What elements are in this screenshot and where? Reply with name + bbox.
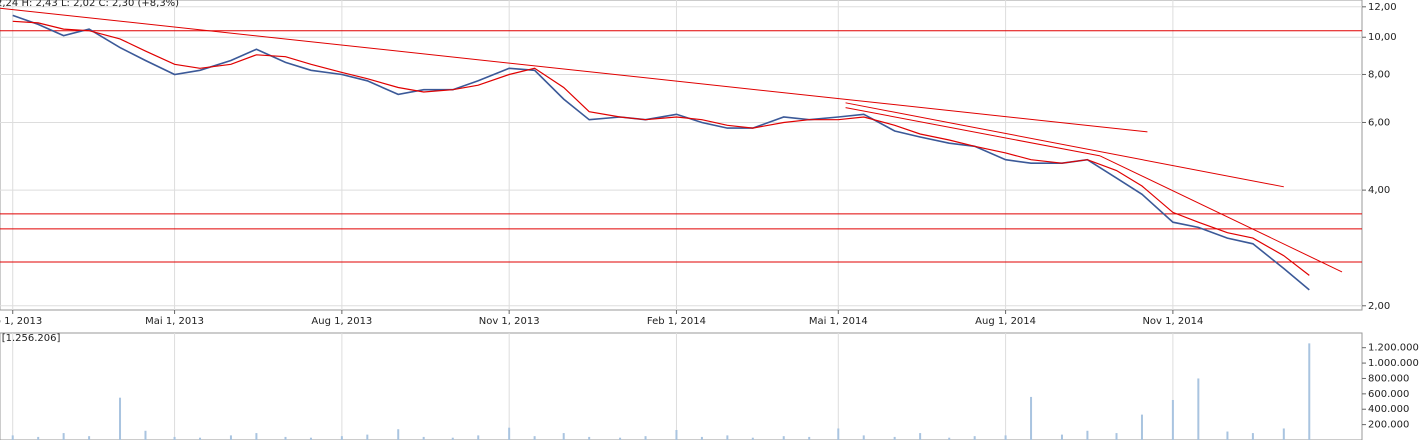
- volume-bar: [173, 436, 176, 440]
- volume-bar: [229, 435, 232, 440]
- volume-bar: [948, 437, 951, 440]
- trend-line: [845, 107, 1101, 157]
- volume-title: Volumen [1.256.206]: [0, 333, 61, 344]
- volume-bar: [837, 428, 840, 440]
- volume-bar: [255, 433, 258, 440]
- volume-bar: [588, 436, 591, 440]
- volume-bar: [893, 436, 896, 440]
- volume-bar: [1060, 434, 1063, 440]
- chart-title: 2,24 H: 2,43 L: 2,02 C: 2,30 (+8,3%): [0, 0, 179, 9]
- volume-bar: [1030, 396, 1033, 440]
- volume-bar: [644, 436, 647, 440]
- x-tick-label: Mai 1, 2014: [809, 316, 868, 327]
- y-tick-label: 600.000: [1368, 389, 1409, 400]
- volume-bar: [37, 436, 40, 440]
- volume-bar: [422, 436, 425, 440]
- x-tick-label: Feb 1, 2013: [0, 316, 42, 327]
- volume-bar: [1197, 378, 1200, 440]
- volume-bar: [366, 434, 369, 440]
- volume-bar: [284, 436, 287, 440]
- volume-bar: [675, 430, 678, 440]
- volume-bar: [562, 433, 565, 440]
- volume-bar: [1115, 433, 1118, 440]
- y-tick-label: 400.000: [1368, 404, 1409, 415]
- volume-bar: [309, 437, 312, 440]
- volume-bar: [533, 436, 536, 440]
- y-tick-label: 6,00: [1368, 117, 1390, 128]
- volume-bar: [726, 435, 729, 440]
- volume-bar: [477, 435, 480, 440]
- volume-bar: [508, 427, 511, 440]
- y-tick-label: 800.000: [1368, 373, 1409, 384]
- y-tick-label: 12,00: [1368, 2, 1397, 13]
- volume-bar: [144, 430, 147, 440]
- trend-line: [845, 102, 1284, 188]
- volume-bar: [619, 437, 622, 440]
- y-tick-label: 10,00: [1368, 32, 1397, 43]
- volume-bar: [700, 436, 703, 440]
- volume-bar: [751, 437, 754, 440]
- x-tick-label: Aug 1, 2013: [311, 316, 372, 327]
- volume-bar: [919, 433, 922, 440]
- volume-bar: [119, 397, 122, 440]
- volume-bar: [88, 436, 91, 440]
- trend-line: [0, 7, 1148, 133]
- volume-bar: [1086, 430, 1089, 440]
- y-tick-label: 1.000.000: [1368, 358, 1419, 369]
- y-tick-label: 1.200.000: [1368, 343, 1419, 354]
- volume-bar: [1004, 435, 1007, 440]
- moving-average: [12, 20, 1310, 276]
- volume-bar: [199, 437, 202, 440]
- volume-bar: [973, 436, 976, 440]
- volume-bar: [1171, 400, 1174, 440]
- x-tick-label: Mai 1, 2013: [145, 316, 204, 327]
- volume-bar: [11, 435, 14, 440]
- volume-bar: [62, 433, 65, 440]
- x-tick-label: Nov 1, 2014: [1142, 316, 1203, 327]
- price-line: [12, 14, 1310, 291]
- y-tick-label: 4,00: [1368, 185, 1390, 196]
- y-tick-label: 8,00: [1368, 69, 1390, 80]
- price-panel: [0, 0, 1363, 311]
- x-tick-label: Aug 1, 2014: [975, 316, 1036, 327]
- y-tick-label: 200.000: [1368, 420, 1409, 431]
- y-tick-label: 2,00: [1368, 301, 1390, 312]
- x-tick-label: Nov 1, 2013: [479, 316, 540, 327]
- volume-bar: [808, 436, 811, 440]
- volume-bar: [451, 437, 454, 440]
- volume-bar: [1140, 414, 1143, 440]
- volume-bar: [1282, 428, 1285, 440]
- trend-line: [1099, 155, 1343, 273]
- volume-bar: [340, 436, 343, 440]
- volume-panel: [0, 332, 1363, 440]
- volume-bar: [862, 435, 865, 440]
- volume-bar: [782, 436, 785, 440]
- volume-bar: [397, 429, 400, 440]
- volume-bar: [1226, 431, 1229, 440]
- volume-bar: [1308, 343, 1311, 440]
- volume-bar: [1251, 433, 1254, 440]
- x-tick-label: Feb 1, 2014: [647, 316, 706, 327]
